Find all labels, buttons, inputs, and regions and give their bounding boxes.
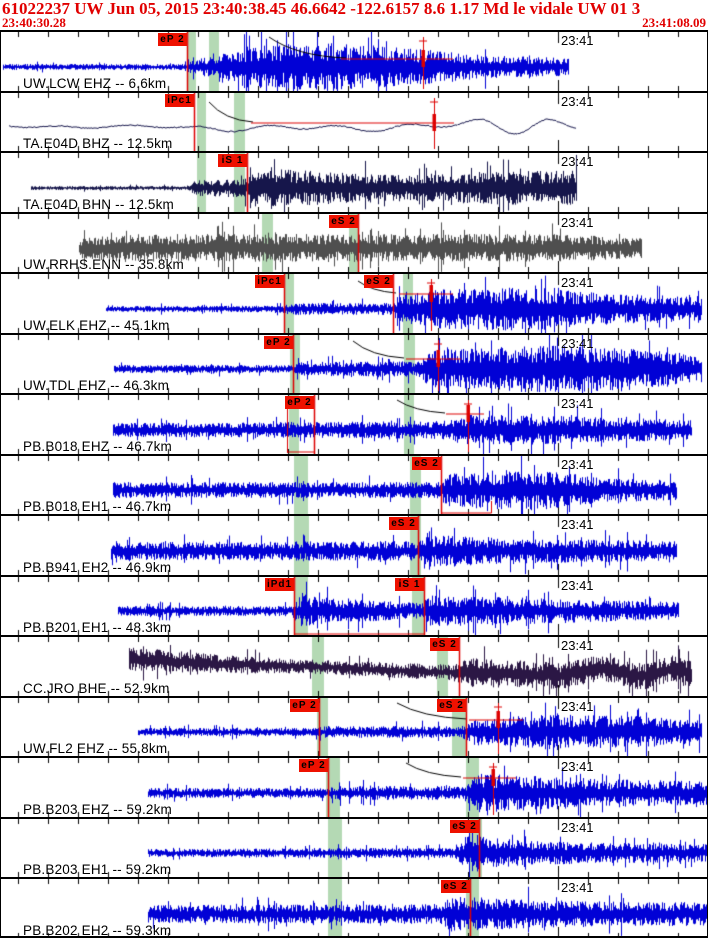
trace-panel: TA.E04D BHN -- 12.5km 23:41 iS 1 [1,151,707,212]
waveform-canvas[interactable] [1,274,707,333]
pick-flag[interactable]: iPc1 [255,275,284,288]
waveform-canvas[interactable] [1,819,707,877]
station-label: UW.TDL EHZ -- 46.3km [23,378,170,393]
waveform-canvas[interactable] [1,456,707,514]
station-label: TA.E04D BHZ -- 12.5km [23,136,173,151]
minute-label: 23:41 [561,215,594,230]
waveform-canvas[interactable] [1,335,707,393]
pick-flag[interactable]: eP 2 [264,336,293,349]
pick-flag[interactable]: eP 2 [285,396,314,409]
pick-flag[interactable]: eP 2 [158,33,187,46]
pick-flag[interactable]: iPd1 [265,578,294,591]
station-label: UW.FL2 EHZ -- 55.8km [23,741,168,756]
trace-panel: UW.FL2 EHZ -- 55.8km 23:41 eP 2 eS 2 [1,696,707,756]
waveform-canvas[interactable] [1,879,707,938]
minute-label: 23:41 [561,820,594,835]
station-label: PB.B018 EHZ -- 46.7km [23,439,173,454]
pick-flag[interactable]: eS 2 [450,820,479,833]
waveform-canvas[interactable] [1,93,707,151]
pick-flag[interactable]: eS 2 [329,215,358,228]
trace-panel: PB.B203 EHZ -- 59.2km 23:41 eP 2 [1,756,707,817]
trace-panel: TA.E04D BHZ -- 12.5km 23:41 iPc1 [1,91,707,151]
pick-flag[interactable]: iS 1 [218,154,247,167]
station-label: CC.JRO BHE -- 52.9km [23,681,170,696]
pick-flag[interactable]: iPc1 [165,94,194,107]
minute-label: 23:41 [561,759,594,774]
minute-label: 23:41 [561,880,594,895]
pick-flag[interactable]: eP 2 [299,759,328,772]
station-label: PB.B941 EH2 -- 46.9km [23,560,172,575]
event-header: 61022237 UW Jun 05, 2015 23:40:38.45 46.… [0,0,708,30]
minute-label: 23:41 [561,154,594,169]
waveform-canvas[interactable] [1,698,707,756]
waveform-canvas[interactable] [1,395,707,454]
minute-label: 23:41 [561,457,594,472]
minute-label: 23:41 [561,336,594,351]
pick-flag[interactable]: eS 2 [441,880,470,893]
station-label: PB.B203 EH1 -- 59.2km [23,862,172,877]
minute-label: 23:41 [561,699,594,714]
pick-flag[interactable]: eS 2 [389,517,418,530]
pick-flag[interactable]: eP 2 [290,699,319,712]
minute-label: 23:41 [561,275,594,290]
minute-label: 23:41 [561,396,594,411]
trace-panel: UW.TDL EHZ -- 46.3km 23:41 eP 2 [1,333,707,393]
waveform-canvas[interactable] [1,577,707,635]
window-start-time: 23:40:30.28 [2,15,66,30]
trace-panel: PB.B941 EH2 -- 46.9km 23:41 eS 2 [1,514,707,575]
waveform-canvas[interactable] [1,32,707,91]
pick-flag[interactable]: eS 2 [437,699,466,712]
trace-panel: UW.LCW EHZ -- 6.6km 23:41 eP 2 [1,30,707,91]
waveform-canvas[interactable] [1,153,707,212]
trace-panel: PB.B203 EH1 -- 59.2km 23:41 eS 2 [1,817,707,877]
minute-label: 23:41 [561,33,594,48]
trace-panel: PB.B018 EHZ -- 46.7km 23:41 eP 2 [1,393,707,454]
trace-panel: UW.ELK EHZ -- 45.1km 23:41 iPc1 eS 2 [1,272,707,333]
window-end-time: 23:41:08.09 [642,15,706,30]
station-label: PB.B201 EH1 -- 48.3km [23,620,172,635]
station-label: UW.LCW EHZ -- 6.6km [23,76,167,91]
minute-label: 23:41 [561,517,594,532]
trace-panel: PB.B018 EH1 -- 46.7km 23:41 eS 2 [1,454,707,514]
waveform-canvas[interactable] [1,516,707,575]
trace-panels: UW.LCW EHZ -- 6.6km 23:41 eP 2 TA.E04D BHZ … [0,30,708,938]
station-label: TA.E04D BHN -- 12.5km [23,197,174,212]
station-label: UW.ELK EHZ -- 45.1km [23,318,170,333]
trace-panel: PB.B202 EH2 -- 59.3km 23:41 eS 2 [1,877,707,938]
trace-panel: PB.B201 EH1 -- 48.3km 23:41 iPd1 iS 1 [1,575,707,635]
minute-label: 23:41 [561,578,594,593]
waveform-canvas[interactable] [1,758,707,817]
station-label: UW.RRHS.ENN -- 35.8km [23,257,184,272]
trace-panel: CC.JRO BHE -- 52.9km 23:41 eS 2 [1,635,707,696]
bottom-border [0,936,708,938]
minute-label: 23:41 [561,94,594,109]
trace-panel: UW.RRHS.ENN -- 35.8km 23:41 eS 2 [1,212,707,272]
station-label: PB.B202 EH2 -- 59.3km [23,923,172,938]
pick-flag[interactable]: iS 1 [395,578,424,591]
event-title: 61022237 UW Jun 05, 2015 23:40:38.45 46.… [2,0,641,18]
pick-flag[interactable]: eS 2 [364,275,393,288]
pick-flag[interactable]: eS 2 [430,638,459,651]
waveform-canvas[interactable] [1,637,707,696]
station-label: PB.B203 EHZ -- 59.2km [23,802,173,817]
pick-flag[interactable]: eS 2 [412,457,441,470]
minute-label: 23:41 [561,638,594,653]
station-label: PB.B018 EH1 -- 46.7km [23,499,172,514]
